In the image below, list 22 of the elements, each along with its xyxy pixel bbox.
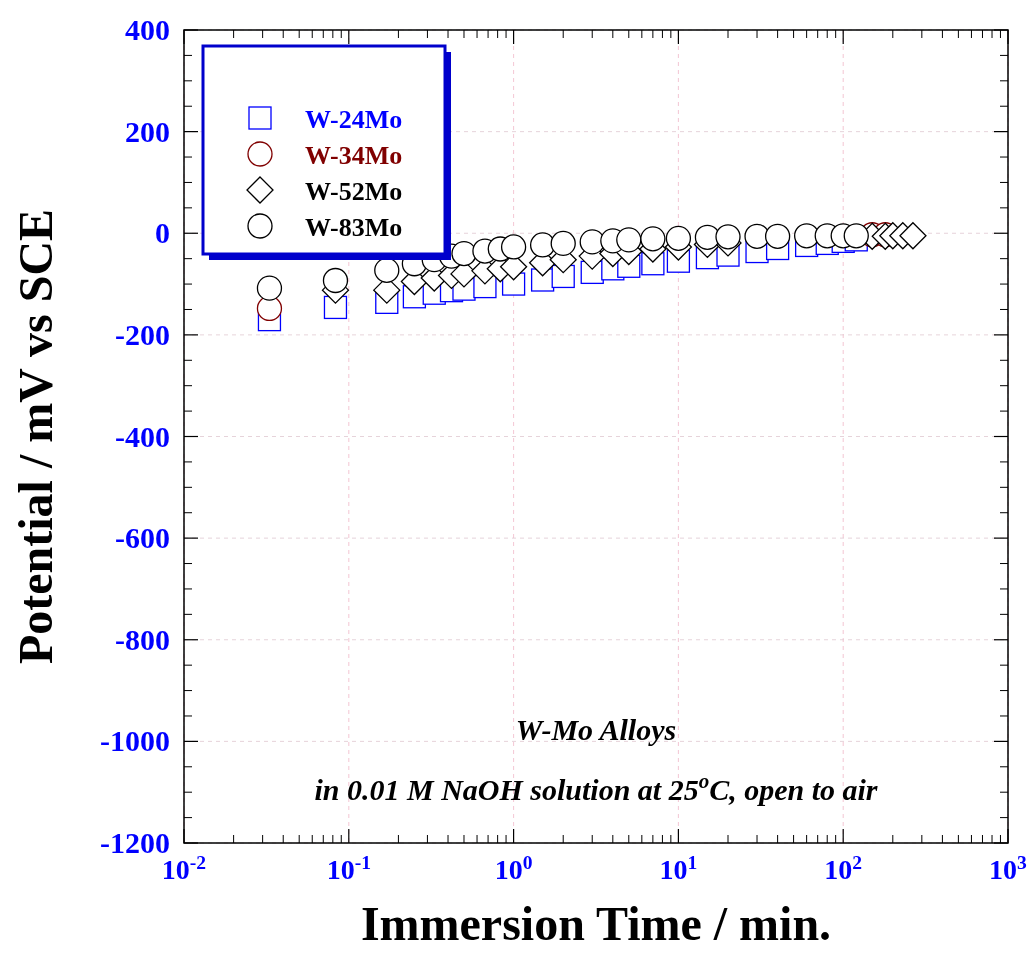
- legend-label: W-24Mo: [305, 105, 403, 134]
- y-tick-label: 400: [125, 13, 170, 46]
- y-tick-label: -1000: [100, 724, 170, 758]
- annotation: W-Mo Alloys: [515, 713, 677, 746]
- annotation: in 0.01 M NaOH solution at 25$^{o}$C, open to air: [314, 769, 878, 806]
- y-tick-label: -1200: [100, 826, 170, 859]
- legend-label: W-52Mo: [305, 177, 403, 206]
- x-axis-title: Immersion Time / min.: [360, 897, 832, 950]
- y-tick-label: -200: [115, 317, 170, 351]
- legend-label: W-83Mo: [305, 213, 403, 242]
- x-tick-label: 10$^{0}$: [494, 851, 533, 885]
- y-axis-title: Potential / mV vs SCE: [9, 208, 62, 665]
- legend-label: W-34Mo: [305, 141, 403, 170]
- x-tick-label: 10$^{2}$: [824, 851, 863, 885]
- y-tick-label: 0: [155, 216, 170, 250]
- x-tick-label: 10$^{-1}$: [326, 851, 371, 885]
- y-tick-label: -800: [115, 622, 170, 656]
- x-tick-label: 10$^{3}$: [989, 851, 1028, 885]
- y-tick-label: -600: [115, 521, 170, 555]
- y-tick-label: -400: [115, 419, 170, 453]
- y-tick-label: 200: [125, 114, 170, 148]
- x-tick-label: 10$^{1}$: [659, 851, 698, 885]
